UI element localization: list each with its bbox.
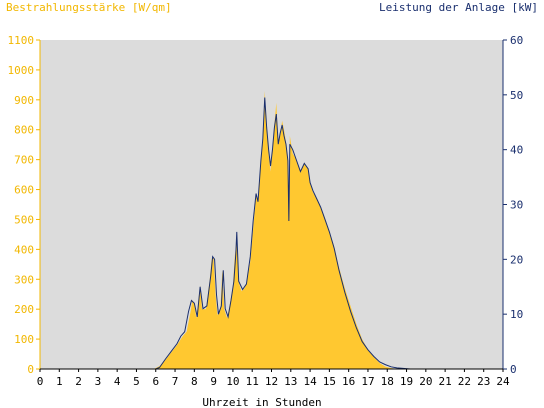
x-axis-tick-label: 0: [37, 375, 44, 388]
x-axis-tick-label: 19: [400, 375, 413, 388]
right-axis-tick-label: 30: [510, 199, 523, 212]
x-axis-tick-label: 8: [191, 375, 198, 388]
left-axis-ticks: 0 100 200 300 400 500 600 700 800 900 1000 1100: [8, 34, 40, 376]
right-axis-tick-label: 50: [510, 89, 523, 102]
x-axis-tick-label: 4: [114, 375, 121, 388]
left-axis-title: Bestrahlungsstärke [W/qm]: [6, 1, 172, 14]
left-axis-tick-label: 700: [14, 154, 34, 167]
right-axis-tick-label: 60: [510, 34, 523, 47]
x-axis-tick-label: 5: [133, 375, 140, 388]
x-axis-tick-label: 1: [56, 375, 63, 388]
left-axis-tick-label: 300: [14, 273, 34, 286]
x-axis-tick-label: 14: [303, 375, 317, 388]
x-axis-tick-label: 9: [210, 375, 217, 388]
left-axis-tick-label: 400: [14, 243, 34, 256]
x-axis-tick-label: 7: [172, 375, 179, 388]
left-axis-tick-label: 1100: [8, 34, 35, 47]
left-axis-tick-label: 1000: [8, 64, 35, 77]
x-axis-tick-label: 18: [381, 375, 394, 388]
x-axis-tick-label: 2: [75, 375, 82, 388]
right-axis-tick-label: 0: [510, 363, 517, 376]
right-axis-ticks: 0 10 20 30 40 50 60: [503, 34, 523, 376]
left-axis-tick-label: 500: [14, 213, 34, 226]
right-axis-title: Leistung der Anlage [kW]: [379, 1, 538, 14]
x-axis-tick-label: 20: [419, 375, 432, 388]
x-axis-tick-label: 24: [496, 375, 510, 388]
left-axis-tick-label: 100: [14, 333, 34, 346]
x-axis-tick-label: 16: [342, 375, 355, 388]
x-axis-tick-label: 22: [458, 375, 471, 388]
x-axis-tick-label: 13: [284, 375, 297, 388]
x-axis-tick-label: 3: [95, 375, 102, 388]
x-axis-tick-label: 12: [265, 375, 278, 388]
left-axis-tick-label: 900: [14, 94, 34, 107]
left-axis-tick-label: 200: [14, 303, 34, 316]
left-axis-tick-label: 800: [14, 124, 34, 137]
x-axis-tick-label: 6: [152, 375, 159, 388]
left-axis-tick-label: 0: [27, 363, 34, 376]
left-axis-tick-label: 600: [14, 184, 34, 197]
x-axis-ticks: 0 1 2 3 4 5 6 7 8 9 10 11 12 13 14 15 16 17 18 19 20 21 22 23 24: [37, 369, 510, 388]
x-axis-tick-label: 23: [477, 375, 490, 388]
x-axis-tick-label: 11: [246, 375, 259, 388]
x-axis-label: Uhrzeit in Stunden: [202, 396, 321, 408]
power-line: [40, 97, 503, 370]
x-axis-tick-label: 10: [226, 375, 239, 388]
right-axis-tick-label: 10: [510, 308, 523, 321]
x-axis-tick-label: 17: [361, 375, 374, 388]
x-axis-tick-label: 15: [323, 375, 336, 388]
right-axis-tick-label: 20: [510, 253, 523, 266]
irradiance-area: [40, 90, 503, 369]
x-axis-tick-label: 21: [439, 375, 452, 388]
right-axis-tick-label: 40: [510, 144, 523, 157]
